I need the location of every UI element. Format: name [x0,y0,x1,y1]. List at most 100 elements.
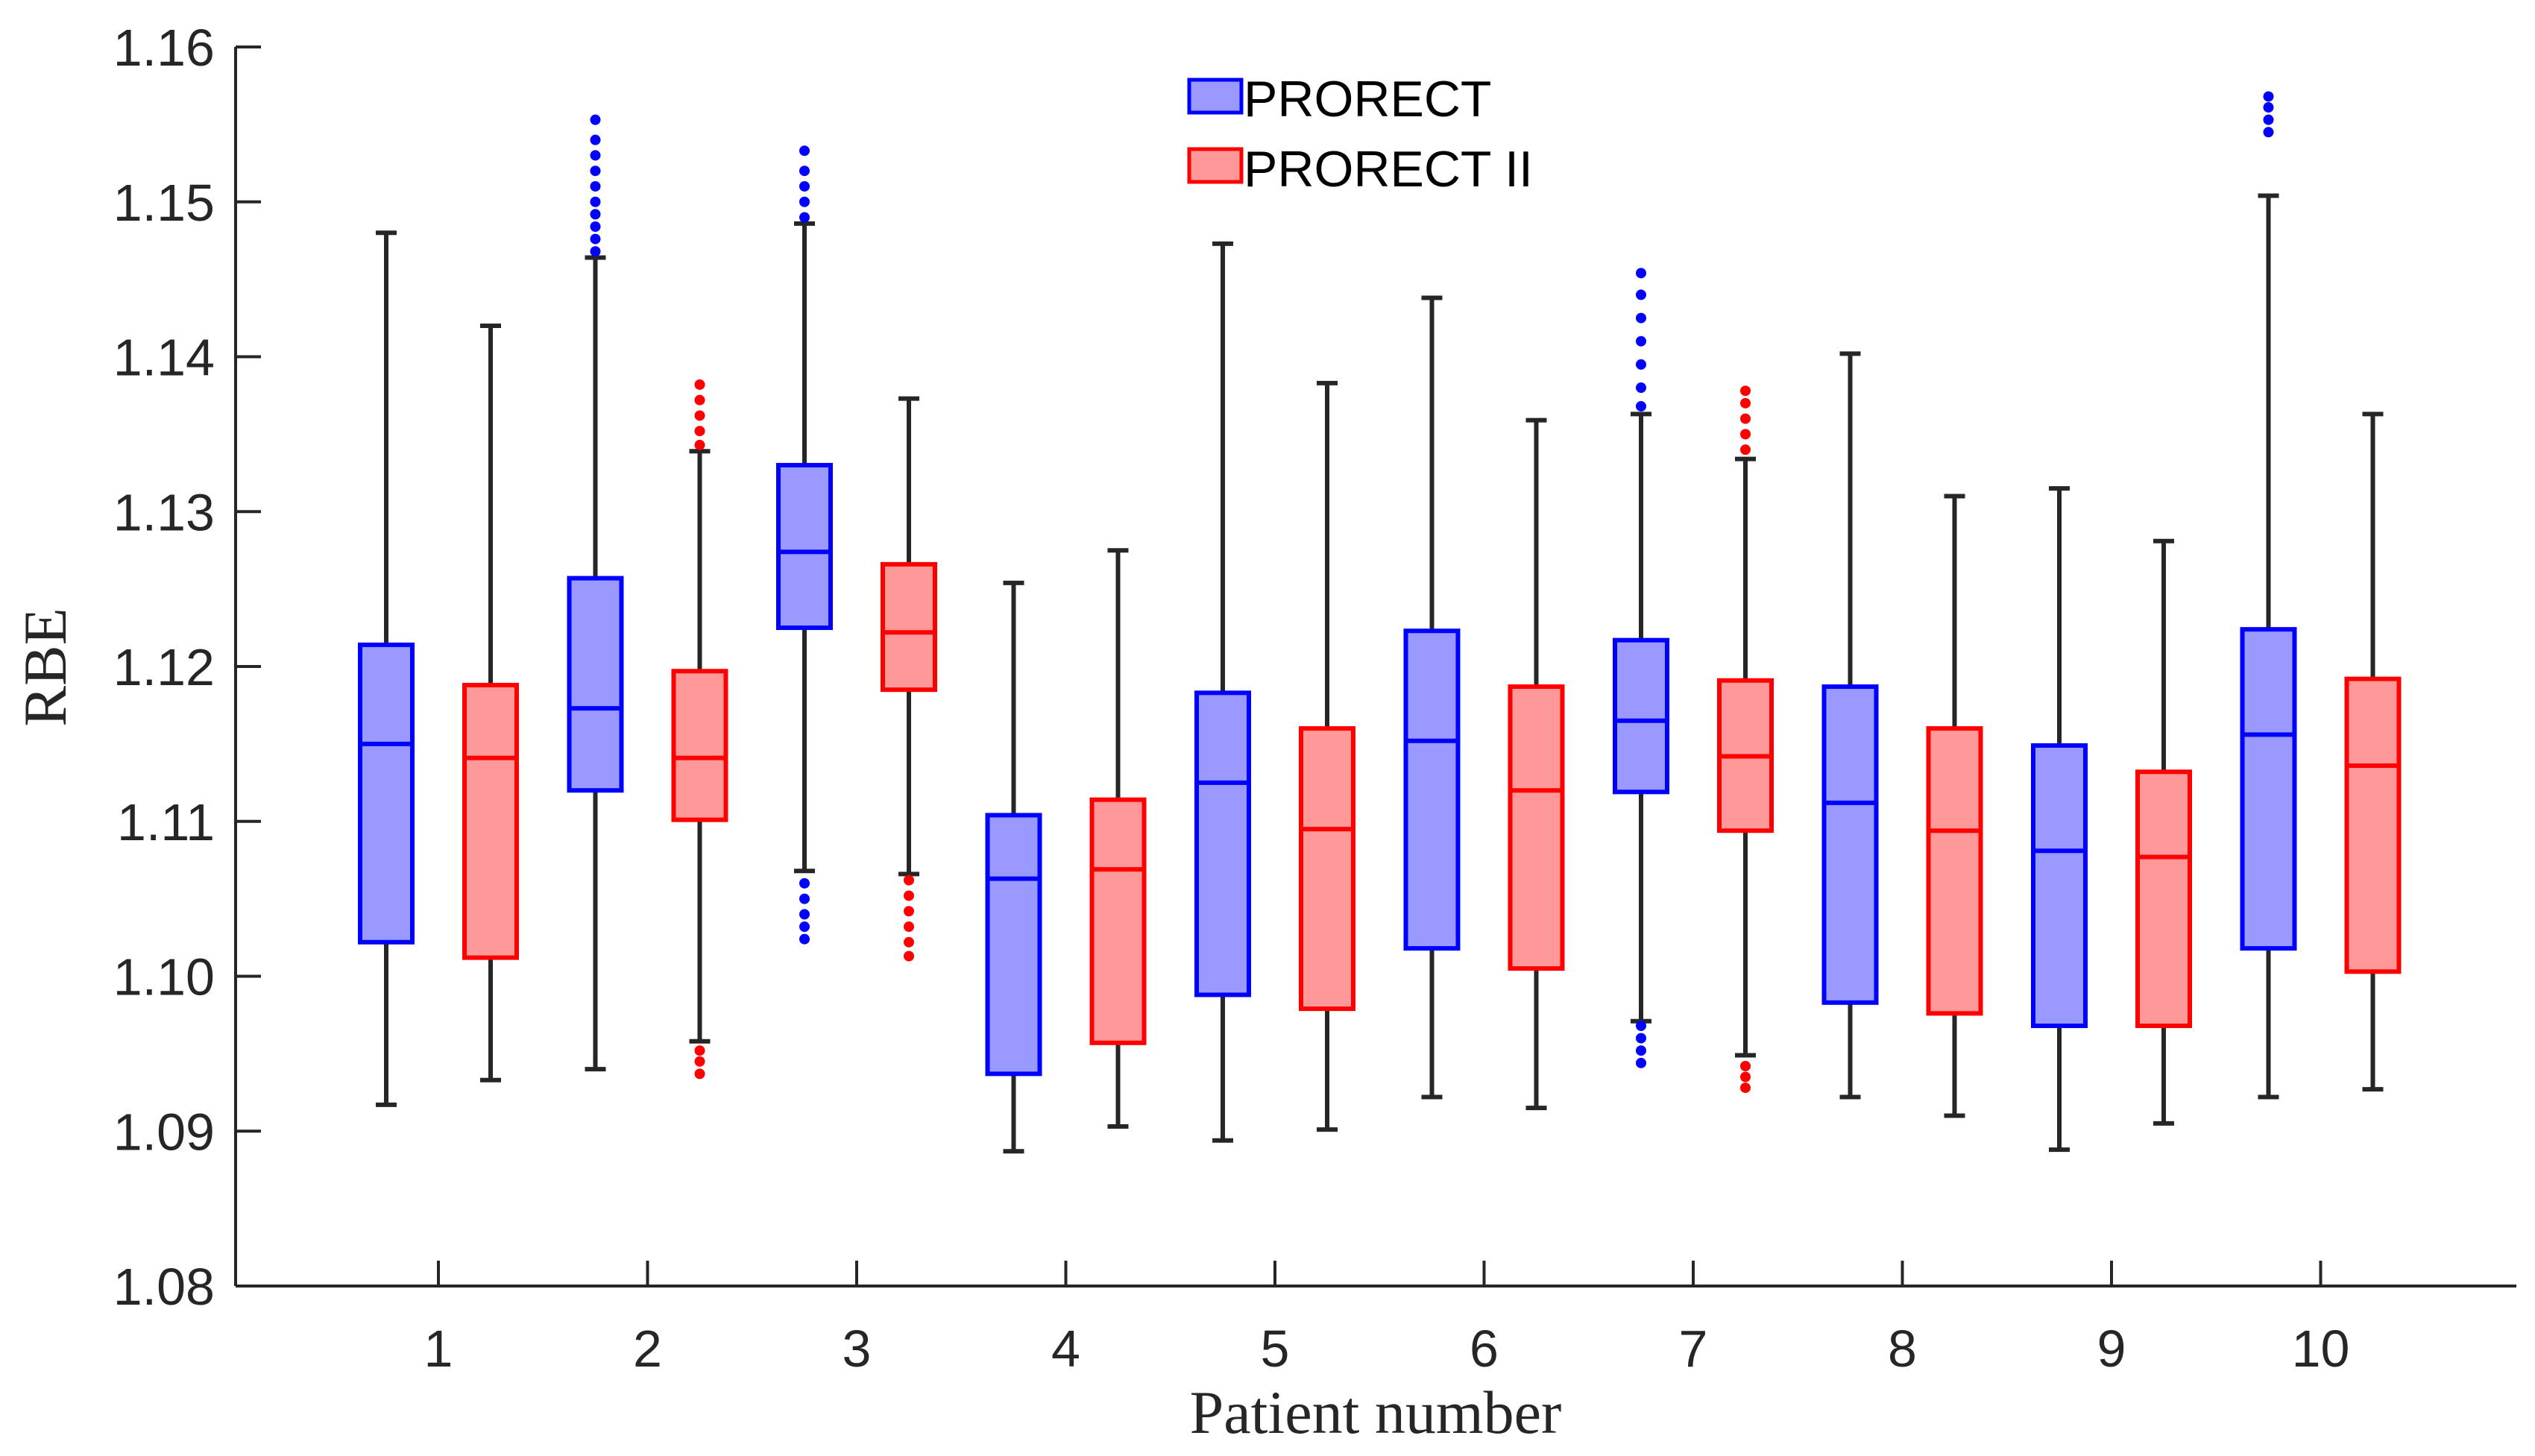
box-prorect-ii-patient-2 [671,379,728,1080]
outlier-point [694,410,705,421]
outlier-point [694,379,705,390]
outlier-point [904,921,914,933]
outlier-point [1740,444,1751,456]
outlier-point [799,877,810,889]
box-iqr [881,561,937,693]
box-prorect-ii-patient-4 [1089,548,1147,1129]
x-tick-label: 3 [843,1320,872,1378]
outlier-point [799,909,810,920]
outlier-point [1740,1071,1751,1082]
outlier-point [1740,397,1751,409]
outlier-point [694,394,705,406]
x-axis-title: Patient number [1190,1378,1562,1446]
outlier-point [1636,312,1646,324]
box-iqr [2344,676,2402,974]
x-tick-label: 4 [1051,1320,1080,1378]
outlier-point [799,921,810,933]
outlier-point [590,221,601,232]
outlier-point [694,1068,705,1080]
box-prorect-patient-3 [776,145,833,945]
outlier-point [904,906,914,917]
x-tick-label: 8 [1888,1320,1917,1378]
y-tick-label: 1.15 [113,174,215,232]
outlier-point [2263,91,2274,102]
box-iqr [1299,726,1355,1012]
box-iqr [1508,684,1565,971]
outlier-point [2263,102,2274,113]
box-iqr [1403,628,1461,951]
outlier-point [590,114,601,125]
outlier-point [1636,335,1646,347]
outlier-point [904,936,914,948]
box-iqr [462,682,519,960]
outlier-point [799,180,810,192]
box-prorect-patient-7 [1613,268,1669,1068]
outlier-point [590,233,601,245]
box-iqr [1194,690,1251,998]
y-tick-label: 1.16 [113,19,215,77]
outlier-point [904,874,914,886]
outlier-point [590,150,601,161]
box-iqr [1089,797,1147,1045]
box-iqr [2240,627,2297,951]
outlier-point [1636,1057,1646,1068]
outlier-point [694,1056,705,1067]
box-prorect-ii-patient-3 [881,396,937,962]
box-prorect-ii-patient-1 [462,323,519,1082]
x-tick-label: 5 [1261,1320,1290,1378]
box-prorect-patient-2 [567,114,624,1072]
outlier-point [1740,1082,1751,1094]
outlier-point [799,196,810,207]
outlier-point [799,212,810,223]
outlier-point [1636,1020,1646,1031]
outlier-point [1636,1045,1646,1056]
y-tick-label: 1.12 [113,638,215,696]
box-prorect-ii-patient-9 [2135,538,2192,1126]
box-prorect-ii-patient-8 [1926,494,1983,1118]
outlier-point [904,890,914,901]
box-iqr [567,576,624,793]
x-tick-label: 6 [1470,1320,1499,1378]
box-prorect-patient-6 [1403,295,1461,1100]
box-iqr [671,669,728,822]
legend-label-prorect-ii: PRORECT II [1244,141,1533,198]
outlier-point [590,196,601,207]
box-iqr [1926,726,1983,1016]
legend-swatch-prorect [1187,78,1244,115]
outlier-point [694,1045,705,1056]
y-axis-ticks: 1.08 1.09 1.10 1.11 1.12 1.13 1.14 1.15 1.16 [113,19,261,1316]
outlier-point [590,209,601,220]
outlier-point [2263,127,2274,138]
legend: PRORECT PRORECT II [1187,71,1533,198]
outlier-point [1636,1033,1646,1044]
box-prorect-patient-4 [985,580,1042,1154]
x-tick-label: 1 [424,1320,453,1378]
box-iqr [2135,769,2192,1028]
x-tick-label: 9 [2097,1320,2126,1378]
box-prorect-ii-patient-7 [1717,385,1774,1094]
outlier-point [799,933,810,945]
outlier-point [1740,385,1751,397]
y-axis-title: RBE [11,608,79,726]
outlier-point [799,893,810,904]
plot-area [358,91,2402,1154]
outlier-point [904,951,914,962]
box-prorect-patient-1 [358,230,415,1107]
box-prorect-patient-5 [1194,241,1251,1143]
x-tick-label: 10 [2292,1320,2350,1378]
outlier-point [694,439,705,450]
legend-swatch-prorect-ii [1187,147,1244,184]
box-prorect-ii-patient-5 [1299,380,1355,1132]
y-tick-label: 1.10 [113,948,215,1006]
y-tick-label: 1.14 [113,329,215,387]
box-iqr [358,642,415,945]
outlier-point [1636,382,1646,394]
outlier-point [590,246,601,257]
legend-label-prorect: PRORECT [1244,71,1491,127]
y-tick-label: 1.09 [113,1103,215,1161]
y-tick-label: 1.11 [117,793,215,851]
outlier-point [590,166,601,177]
box-iqr [1613,637,1669,795]
box-iqr [1821,684,1879,1005]
